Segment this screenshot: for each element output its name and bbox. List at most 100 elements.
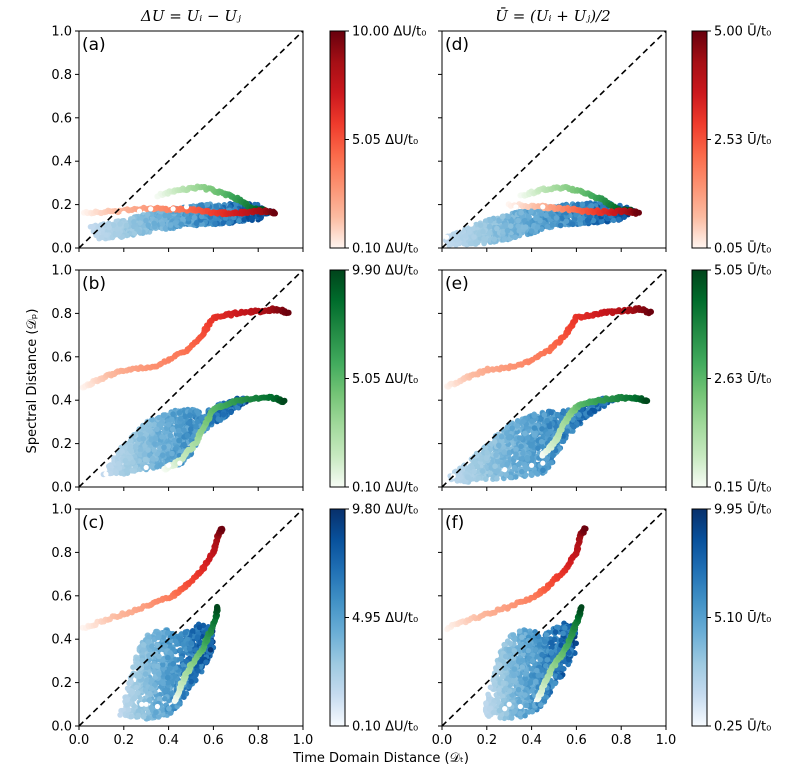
y-tick-label: 0.0: [51, 720, 72, 735]
data-point: [165, 654, 171, 661]
panel-a: (a)0.00.20.40.60.81.00.10 ΔU/t₀5.05 ΔU/t…: [51, 25, 426, 257]
diagonal-line: [79, 509, 303, 726]
data-point: [149, 416, 155, 423]
colorbar-tick-label: 0.05 Ū/t₀: [714, 242, 771, 257]
data-point: [501, 236, 508, 243]
data-point: [241, 217, 247, 223]
y-tick-label: 0.0: [51, 481, 72, 496]
data-point: [146, 653, 152, 659]
plot-area: [79, 509, 303, 726]
data-point: [588, 203, 595, 209]
data-point: [500, 228, 507, 235]
data-point: [139, 701, 145, 707]
data-point: [177, 460, 183, 466]
data-point: [204, 201, 211, 208]
data-point: [557, 222, 564, 229]
data-point: [111, 222, 117, 229]
colorbar-tick-label: 2.53 Ū/t₀: [714, 133, 771, 148]
data-point: [114, 226, 120, 233]
data-point: [151, 682, 158, 688]
data-point: [271, 209, 278, 216]
data-point: [167, 650, 173, 656]
data-point: [108, 463, 114, 470]
colorbar: [691, 30, 708, 249]
data-point: [127, 443, 134, 450]
colorbar: [329, 30, 346, 249]
colorbar-tick-label: 0.10 ΔU/t₀: [352, 720, 418, 735]
data-point: [533, 215, 539, 222]
series-white-points: [103, 460, 183, 477]
data-point: [215, 416, 221, 422]
data-point: [548, 222, 555, 228]
data-point: [166, 705, 172, 712]
data-point: [540, 204, 546, 210]
data-point: [281, 397, 288, 404]
data-point: [212, 221, 218, 227]
data-point: [140, 436, 147, 442]
data-point: [132, 443, 139, 450]
data-point: [159, 452, 166, 459]
series-green-curve: [154, 183, 272, 215]
data-point: [214, 603, 221, 610]
data-point: [486, 223, 493, 230]
data-point: [107, 470, 113, 477]
data-point: [129, 689, 136, 696]
colorbar-tick-label: 0.10 ΔU/t₀: [352, 481, 418, 496]
colorbar-tick-label: 5.00 Ū/t₀: [714, 25, 771, 40]
data-point: [563, 218, 570, 224]
plot-area: [79, 270, 303, 487]
data-point: [191, 214, 198, 221]
data-point: [159, 221, 166, 227]
data-point: [137, 220, 143, 226]
data-point: [528, 228, 535, 234]
data-point: [156, 696, 163, 702]
panel-d: (d)0.05 Ū/t₀2.53 Ū/t₀5.00 Ū/t₀: [438, 25, 771, 257]
data-point: [156, 213, 163, 220]
data-point: [145, 447, 151, 453]
data-point: [220, 412, 227, 418]
data-point: [148, 463, 155, 469]
x-tick-label: 0.6: [203, 733, 224, 748]
panel-b: (b)0.00.20.40.60.81.00.10 ΔU/t₀5.05 ΔU/t…: [51, 264, 418, 496]
data-point: [153, 709, 159, 716]
colorbar-tick-label: 4.95 ΔU/t₀: [352, 611, 418, 626]
data-point: [159, 657, 166, 663]
data-point: [129, 468, 135, 474]
y-tick-label: 0.6: [51, 111, 72, 126]
data-point: [228, 409, 234, 416]
data-point: [133, 684, 140, 691]
data-point: [142, 456, 149, 463]
data-point: [494, 225, 500, 232]
data-point: [457, 225, 463, 232]
data-point: [164, 630, 171, 636]
data-point: [573, 211, 579, 218]
data-point: [89, 224, 95, 230]
data-point: [193, 423, 199, 430]
series-blue-cloud: [100, 395, 255, 478]
axes-frame: [441, 30, 667, 249]
data-point: [122, 457, 129, 464]
data-point: [165, 443, 172, 450]
data-point: [134, 660, 141, 667]
data-point: [161, 696, 168, 702]
data-point: [160, 634, 167, 640]
data-point: [499, 206, 506, 212]
data-point: [516, 228, 523, 234]
data-point: [188, 678, 194, 685]
y-tick-label: 0.2: [51, 198, 72, 213]
data-point: [170, 206, 176, 212]
data-point: [616, 216, 622, 223]
data-point: [124, 685, 131, 692]
data-point: [165, 679, 171, 686]
colorbar-tick-label: 5.05 ΔU/t₀: [352, 133, 418, 148]
data-point: [134, 226, 140, 232]
y-tick-label: 0.2: [51, 676, 72, 691]
y-tick-label: 0.4: [51, 633, 72, 648]
data-point: [543, 212, 549, 218]
data-point: [141, 451, 148, 458]
data-point: [487, 218, 494, 224]
data-point: [196, 624, 203, 631]
data-point: [142, 687, 149, 693]
data-point: [159, 434, 165, 440]
